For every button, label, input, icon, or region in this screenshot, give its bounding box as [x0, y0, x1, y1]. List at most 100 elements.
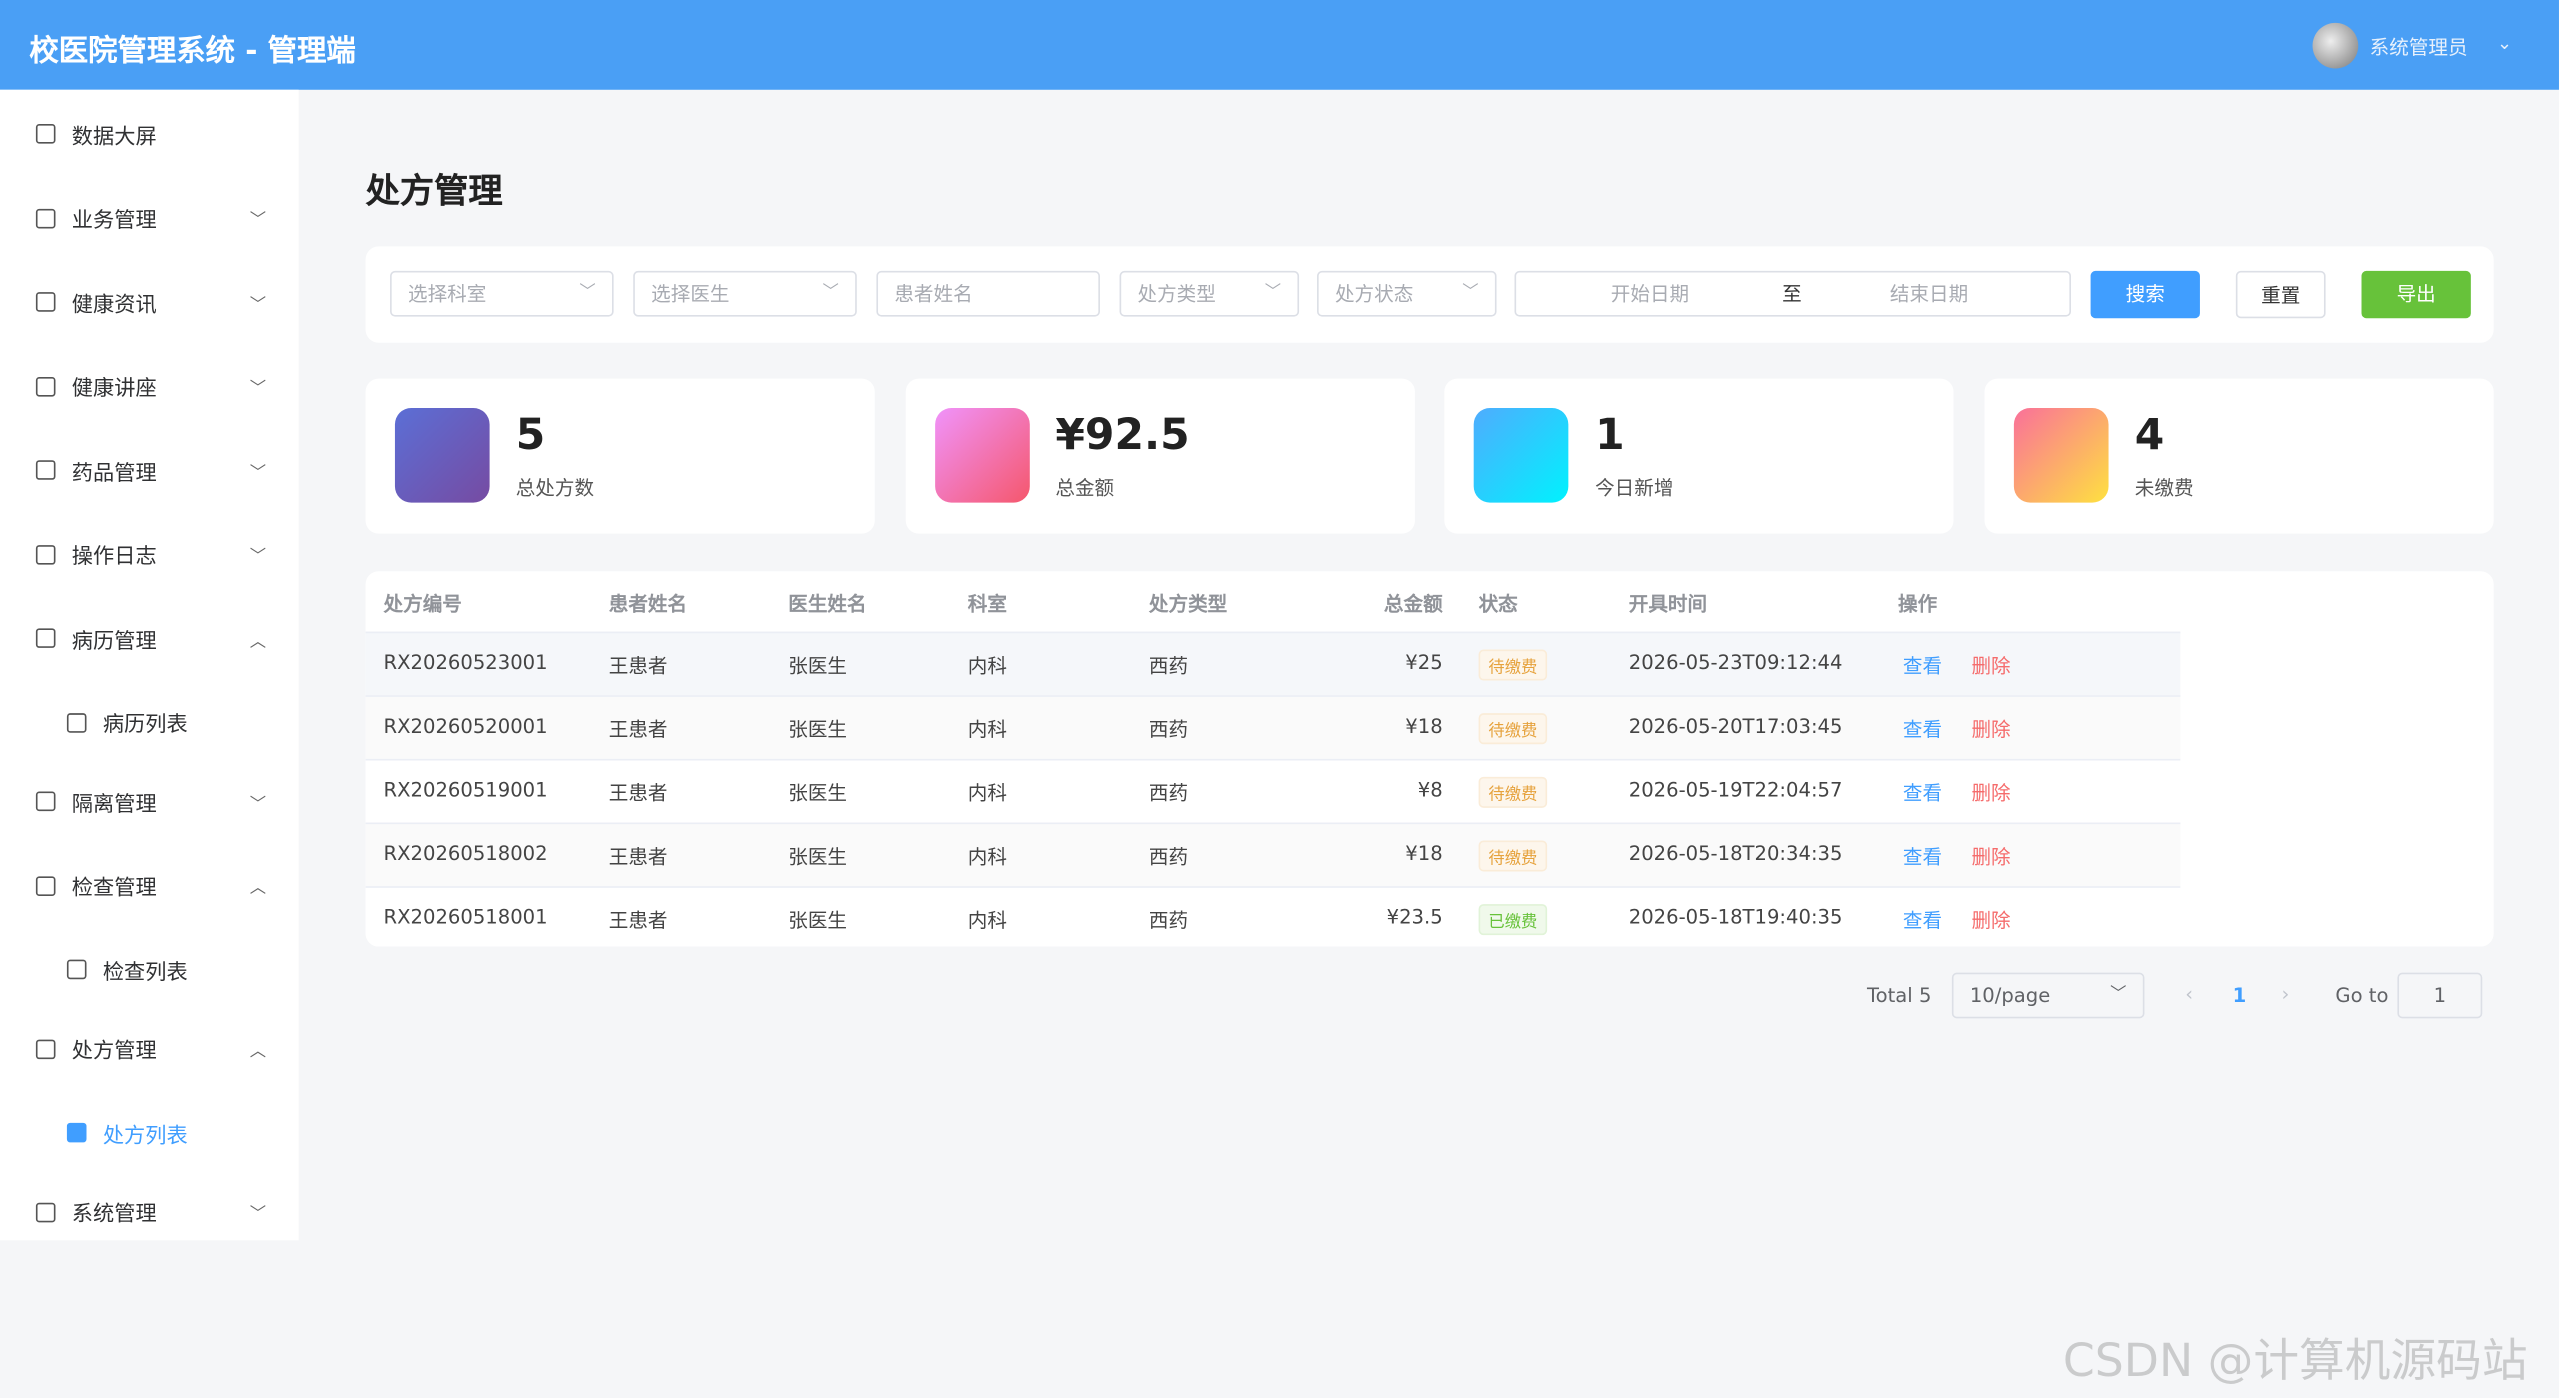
- stat-label: 总金额: [1055, 476, 1115, 500]
- select-arrow: ﹀: [1462, 283, 1479, 302]
- search-button[interactable]: 搜索: [2090, 270, 2200, 319]
- menu-icon: [35, 1038, 56, 1059]
- select-arrow: ﹀: [2110, 985, 2127, 1004]
- delete-link[interactable]: 删除: [1971, 781, 2011, 805]
- table-cell: 西药: [1148, 845, 1189, 869]
- select[interactable]: 选择医生 ﹀: [633, 270, 857, 317]
- menu-arrow: ︿: [249, 1042, 267, 1061]
- menu-arrow: ︿: [249, 879, 267, 898]
- menu-label: 隔离管理: [71, 792, 157, 817]
- status-tag: 待缴费: [1478, 776, 1548, 808]
- export-button[interactable]: 导出: [2361, 270, 2471, 319]
- menu-item[interactable]: 系统管理 ﹀: [0, 1171, 299, 1253]
- view-link[interactable]: 查看: [1902, 654, 1943, 678]
- menu-label: 检查管理: [71, 876, 157, 901]
- submenu-item[interactable]: 病历列表: [0, 681, 299, 763]
- view-link[interactable]: 查看: [1902, 909, 1943, 932]
- user-dropdown-arrow[interactable]: ⌄: [2496, 32, 2513, 54]
- table-cell: 张医生: [788, 909, 848, 932]
- status-tag: 待缴费: [1478, 713, 1548, 745]
- table-cell: 王患者: [608, 845, 668, 869]
- submenu-label: 处方列表: [102, 1123, 188, 1149]
- menu-icon: [35, 292, 56, 312]
- stat-icon: [934, 408, 1030, 503]
- table-cell: 内科: [967, 654, 1007, 678]
- menu-item[interactable]: 操作日志 ﹀: [0, 513, 299, 595]
- menu-item[interactable]: 隔离管理 ﹀: [0, 761, 299, 843]
- delete-link[interactable]: 删除: [1971, 654, 2011, 678]
- column-header: 科室: [967, 592, 1007, 616]
- table-cell: 内科: [967, 781, 1007, 805]
- menu-icon: [66, 712, 87, 732]
- view-link[interactable]: 查看: [1902, 718, 1943, 741]
- table-cell: ¥25: [1405, 651, 1443, 675]
- current-page[interactable]: 1: [2232, 984, 2247, 1007]
- menu-arrow: ﹀: [249, 296, 267, 315]
- next[interactable]: ›: [2281, 982, 2290, 1006]
- table-row: [365, 886, 2181, 947]
- table-cell: RX20260523001: [383, 651, 548, 675]
- menu-item[interactable]: 健康资讯 ﹀: [0, 261, 299, 343]
- stat-icon: [1474, 408, 1569, 503]
- column-header: 患者姓名: [608, 592, 688, 616]
- page-size[interactable]: 10/page ﹀: [1951, 972, 2145, 1019]
- reset-button[interactable]: 重置: [2235, 270, 2326, 319]
- menu-item[interactable]: 药品管理 ﹀: [0, 429, 299, 511]
- menu-arrow: ﹀: [249, 212, 267, 231]
- menu-item[interactable]: 业务管理 ﹀: [0, 177, 299, 259]
- menu-icon: [66, 1122, 87, 1143]
- submenu-item[interactable]: 检查列表: [0, 929, 299, 1011]
- stat-value: 1: [1595, 411, 1625, 461]
- menu-icon: [35, 628, 56, 648]
- menu-icon: [35, 544, 56, 564]
- table-row: [365, 822, 2181, 888]
- stat-value: 5: [515, 411, 546, 461]
- table-cell: 王患者: [608, 909, 668, 932]
- menu-icon: [35, 460, 56, 480]
- select[interactable]: 处方类型 ﹀: [1119, 270, 1300, 317]
- menu-label: 药品管理: [71, 461, 157, 486]
- name-input[interactable]: 患者姓名: [876, 270, 1100, 317]
- goto-input[interactable]: 1: [2397, 972, 2483, 1019]
- user-name[interactable]: 系统管理员: [2369, 35, 2468, 59]
- select[interactable]: 处方状态 ﹀: [1317, 270, 1497, 317]
- table-cell: 2026-05-20T17:03:45: [1628, 714, 1843, 738]
- menu-item[interactable]: 健康讲座 ﹀: [0, 345, 299, 427]
- menu-label: 系统管理: [71, 1202, 157, 1228]
- select[interactable]: 选择科室 ﹀: [390, 270, 614, 317]
- table-cell: 2026-05-23T09:12:44: [1628, 651, 1843, 675]
- menu-item[interactable]: 病历管理 ︿: [0, 597, 299, 679]
- menu-item[interactable]: 检查管理 ︿: [0, 845, 299, 927]
- submenu-label: 检查列表: [102, 960, 188, 985]
- status-tag: 已缴费: [1478, 904, 1548, 936]
- column-header: 操作: [1898, 592, 1938, 616]
- submenu-item[interactable]: 处方列表: [0, 1092, 299, 1174]
- stat-value: 4: [2134, 411, 2165, 461]
- view-link[interactable]: 查看: [1902, 845, 1943, 869]
- date-range[interactable]: 开始日期 至 结束日期: [1514, 270, 2072, 317]
- watermark: CSDN @计算机源码站: [2062, 1333, 2528, 1388]
- table-cell: 张医生: [788, 718, 848, 741]
- menu-icon: [66, 959, 87, 980]
- header: 校医院管理系统 - 管理端 系统管理员 ⌄: [0, 0, 2559, 90]
- menu-item[interactable]: 数据大屏: [0, 93, 299, 175]
- menu-item[interactable]: 处方管理 ︿: [0, 1008, 299, 1090]
- menu-icon: [35, 875, 56, 896]
- filter-bar: 选择科室 ﹀ 选择医生 ﹀ 患者姓名 处方类型 ﹀ 处方状态 ﹀ 开始日期 至 结束日期 搜索 重置 导出: [365, 246, 2494, 343]
- table-row: [365, 758, 2181, 825]
- view-link[interactable]: 查看: [1902, 781, 1943, 805]
- avatar[interactable]: [2312, 22, 2359, 69]
- delete-link[interactable]: 删除: [1971, 718, 2011, 741]
- menu-icon: [35, 791, 56, 812]
- stat-card: ¥92.5 总金额: [905, 378, 1415, 534]
- table-cell: 西药: [1148, 654, 1189, 678]
- table-cell: RX20260518002: [383, 842, 548, 865]
- prev[interactable]: ‹: [2185, 982, 2194, 1006]
- delete-link[interactable]: 删除: [1971, 909, 2011, 932]
- column-header: 处方类型: [1148, 592, 1228, 616]
- menu-icon: [35, 1201, 56, 1222]
- stat-card: 4 未缴费: [1984, 378, 2494, 534]
- delete-link[interactable]: 删除: [1971, 845, 2011, 869]
- table-cell: 王患者: [608, 718, 668, 741]
